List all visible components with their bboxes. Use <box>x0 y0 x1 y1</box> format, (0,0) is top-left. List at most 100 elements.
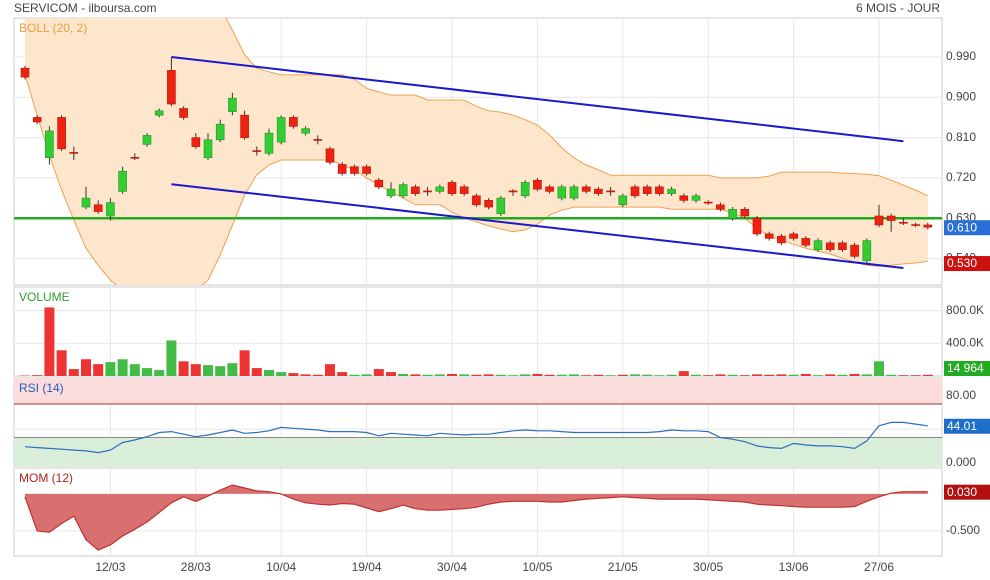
volume-bar <box>56 350 67 376</box>
last-volume-label: 14 964 <box>947 361 984 375</box>
band-upper <box>225 18 929 197</box>
volume-bar <box>105 362 116 376</box>
volume-bar <box>325 364 335 376</box>
x-tick-label: 12/03 <box>95 560 125 574</box>
candle-body <box>728 208 737 219</box>
last-rsi-label: 44.01 <box>947 419 977 433</box>
candle-body <box>447 182 457 194</box>
candle-body <box>520 182 530 197</box>
volume-bar <box>752 374 762 376</box>
volume-bar <box>312 374 323 376</box>
panel-bg <box>13 286 943 377</box>
candle-body <box>569 186 579 199</box>
y-tick-label: 400.0K <box>946 336 984 350</box>
candle-body <box>545 186 554 192</box>
candle-body <box>106 202 115 217</box>
volume-bar <box>666 374 677 376</box>
candle-body <box>57 117 66 150</box>
volume-bar <box>337 372 348 376</box>
period: 6 MOIS - JOUR <box>856 1 940 15</box>
volume-bar <box>434 374 445 376</box>
x-tick-label: 27/06 <box>864 560 894 574</box>
candle-body <box>45 130 54 159</box>
volume-bar <box>593 374 604 376</box>
volume-bar <box>849 373 860 376</box>
candle-body <box>435 186 445 192</box>
candle-body <box>398 184 408 197</box>
price-marker: 0.530 <box>944 256 990 272</box>
volume-bar <box>837 374 848 376</box>
volume-bar <box>447 373 457 376</box>
x-tick-label: 30/05 <box>693 560 723 574</box>
candle-body <box>533 179 542 190</box>
candle-body <box>716 204 725 210</box>
candle-body <box>264 132 274 154</box>
candle-body <box>764 233 774 239</box>
x-tick-label: 28/03 <box>181 560 211 574</box>
volume-bar <box>190 364 201 376</box>
trend-line <box>171 183 904 269</box>
volume-bar <box>349 374 360 376</box>
volume-bar <box>166 340 177 376</box>
volume-bar <box>678 371 689 376</box>
candle-body <box>93 204 103 212</box>
y-tick-label: 0.990 <box>946 49 976 63</box>
x-tick-label: 19/04 <box>352 560 382 574</box>
volume-bar <box>581 375 592 376</box>
zone-low <box>14 437 942 466</box>
volume-bar <box>739 375 750 376</box>
last-mom-label: 0.030 <box>947 485 977 499</box>
price-marker-label: 0.610 <box>947 220 977 234</box>
volume-bar <box>373 369 384 376</box>
volume-bar <box>617 374 628 376</box>
y-tick-label: 0.720 <box>946 170 976 184</box>
volume-bar <box>239 350 250 376</box>
volume-bar <box>691 374 701 376</box>
last-rsi: 44.01 <box>944 418 990 434</box>
volume-bar <box>361 374 372 376</box>
y-tick-label: 800.0K <box>946 303 984 317</box>
volume-bar <box>471 374 482 376</box>
x-tick-label: 10/04 <box>266 560 296 574</box>
candle-body <box>252 150 262 152</box>
candle-body <box>240 114 249 138</box>
candle-body <box>191 137 201 147</box>
panel <box>14 468 942 556</box>
volume-bar <box>276 372 287 376</box>
candle-body <box>838 242 847 250</box>
volume-bar <box>788 374 799 376</box>
last-volume: 14 964 <box>944 361 990 376</box>
volume-bar <box>703 375 714 376</box>
candle-body <box>679 195 689 201</box>
candle-body <box>862 240 872 262</box>
volume-bar <box>886 374 897 376</box>
volume-bar <box>520 374 531 376</box>
volume-bar <box>142 368 152 376</box>
y-tick-label: -0.500 <box>946 523 980 537</box>
candle-body <box>825 242 835 250</box>
volume-bar <box>922 374 933 376</box>
price-marker: 0.610 <box>944 220 990 236</box>
candle-body <box>350 166 359 174</box>
volume-bar <box>154 370 165 376</box>
candle-body <box>289 117 298 127</box>
candle-body <box>423 190 432 193</box>
mom-area <box>25 485 928 551</box>
volume-bar <box>654 375 665 376</box>
price-marker-label: 0.530 <box>947 256 977 270</box>
candle-body <box>789 233 798 239</box>
zone-high <box>14 378 942 404</box>
candle-body <box>557 186 567 199</box>
candle-body <box>32 117 42 123</box>
candle-body <box>69 152 79 154</box>
volume-bar <box>642 374 653 376</box>
volume-bar <box>215 366 226 376</box>
site-title: SERVICOM - ilboursa.com <box>14 1 156 15</box>
panel <box>14 378 942 466</box>
volume-bar <box>825 374 836 376</box>
candle-body <box>374 179 384 188</box>
y-tick-label: 80.00 <box>946 388 976 402</box>
candle-body <box>655 186 664 194</box>
mom-line <box>24 484 928 551</box>
